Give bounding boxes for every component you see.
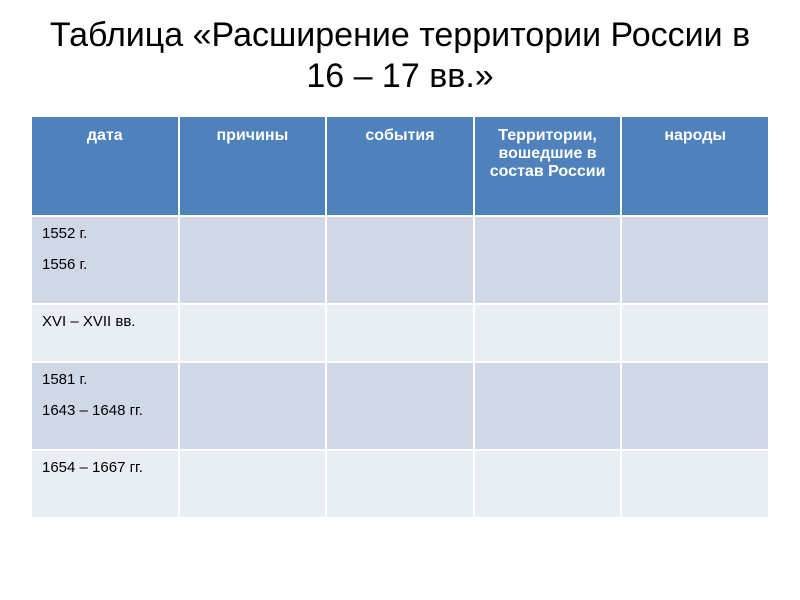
cell-peoples [621, 362, 769, 450]
cell-reasons [179, 362, 327, 450]
date-line: XVI – XVII вв. [42, 313, 168, 330]
cell-reasons [179, 450, 327, 518]
col-territories: Территории, вошедшие в состав России [474, 116, 622, 216]
cell-reasons [179, 216, 327, 304]
col-events: события [326, 116, 474, 216]
col-peoples: народы [621, 116, 769, 216]
table-header-row: дата причины события Территории, вошедши… [31, 116, 769, 216]
col-date: дата [31, 116, 179, 216]
cell-peoples [621, 450, 769, 518]
slide-container: Таблица «Расширение территории России в … [0, 0, 800, 600]
cell-events [326, 216, 474, 304]
cell-territories [474, 362, 622, 450]
date-line: 1552 г. [42, 225, 168, 242]
table-body: 1552 г. 1556 г. XVI – XVII вв. [31, 216, 769, 518]
cell-territories [474, 216, 622, 304]
table-row: 1581 г. 1643 – 1648 гг. [31, 362, 769, 450]
cell-peoples [621, 304, 769, 362]
cell-date: 1654 – 1667 гг. [31, 450, 179, 518]
cell-reasons [179, 304, 327, 362]
cell-date: 1581 г. 1643 – 1648 гг. [31, 362, 179, 450]
date-line: 1556 г. [42, 256, 168, 273]
cell-date: 1552 г. 1556 г. [31, 216, 179, 304]
date-line: 1581 г. [42, 371, 168, 388]
cell-territories [474, 304, 622, 362]
expansion-table: дата причины события Территории, вошедши… [30, 115, 770, 519]
cell-date: XVI – XVII вв. [31, 304, 179, 362]
cell-peoples [621, 216, 769, 304]
cell-territories [474, 450, 622, 518]
cell-events [326, 362, 474, 450]
cell-events [326, 304, 474, 362]
page-title: Таблица «Расширение территории России в … [30, 15, 770, 97]
cell-events [326, 450, 474, 518]
date-line: 1654 – 1667 гг. [42, 459, 168, 476]
date-line: 1643 – 1648 гг. [42, 402, 168, 419]
table-row: 1654 – 1667 гг. [31, 450, 769, 518]
col-reasons: причины [179, 116, 327, 216]
table-row: 1552 г. 1556 г. [31, 216, 769, 304]
table-row: XVI – XVII вв. [31, 304, 769, 362]
